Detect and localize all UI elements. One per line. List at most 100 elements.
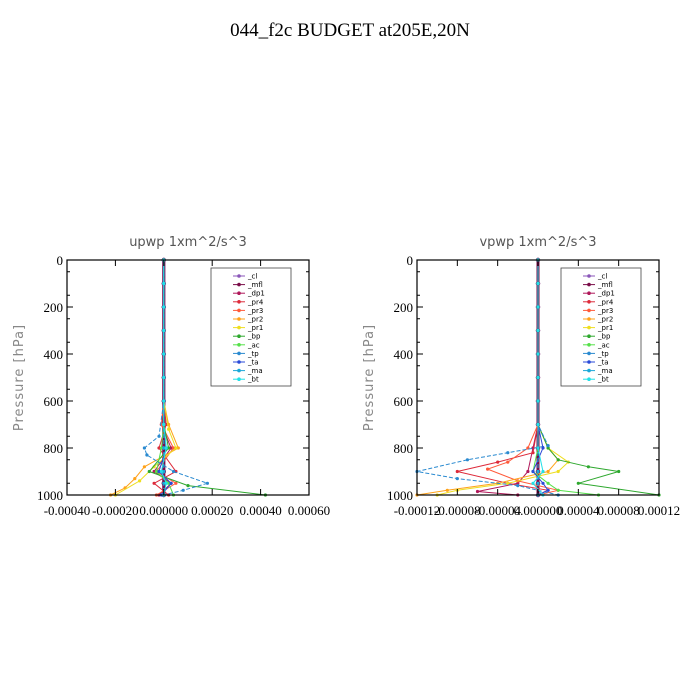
y-axis-label: Pressure [hPa]: [362, 324, 377, 431]
data-point-pr1: [174, 446, 178, 450]
data-point-pr1: [138, 479, 142, 483]
x-tick-label: 0.00060: [288, 503, 330, 518]
plot-frame: [66, 259, 310, 496]
legend-marker-pr1: [587, 325, 591, 330]
panel-title: upwp 1xm^2/s^3: [129, 235, 247, 250]
y-tick-label: 600: [394, 394, 414, 409]
data-point-tp: [506, 451, 510, 455]
data-point-pr3: [486, 467, 490, 471]
data-point-dp1: [526, 469, 530, 474]
data-point-bt: [541, 469, 545, 474]
series-line-bt: [160, 260, 167, 496]
legend-label-pr3: _pr3: [247, 307, 263, 315]
legend-marker-bp: [587, 334, 591, 339]
data-point-bt: [159, 469, 163, 474]
data-point-pr2: [133, 477, 137, 481]
legend-label-bt: _bt: [597, 376, 609, 384]
x-tick-label: -0.00040: [44, 503, 91, 518]
data-point-ac: [556, 488, 560, 492]
data-point-tp: [171, 469, 176, 474]
series-line-bt: [532, 260, 544, 496]
legend-marker-dp1: [237, 291, 241, 296]
legend-label-pr3: _pr3: [597, 307, 613, 315]
panel-upwp: upwp 1xm^2/s^3 Pressure [hPa] 0 200 400 600 80…: [12, 235, 330, 518]
data-point-ta: [169, 481, 173, 485]
y-tick-label: 1000: [37, 488, 63, 503]
data-point-pr4: [152, 481, 156, 485]
data-point-dp1: [516, 481, 520, 485]
legend-label-ta: _ta: [247, 359, 259, 367]
data-point-ac: [154, 469, 159, 474]
data-point-ma: [162, 446, 166, 450]
legend-label-pr4: _pr4: [247, 298, 264, 306]
series-line-pr1: [437, 260, 570, 496]
data-point-pr4: [455, 469, 459, 474]
panel-title: vpwp 1xm^2/s^3: [479, 235, 596, 250]
x-tick-label: 0.000000: [139, 503, 188, 518]
data-point-bp: [586, 465, 591, 469]
y-tick-label: 200: [394, 300, 414, 315]
legend-label-ac: _ac: [247, 341, 260, 349]
data-point-tp: [142, 446, 146, 450]
y-tick-label: 800: [394, 441, 414, 456]
data-point-pr3: [506, 460, 510, 464]
data-point-dp1: [152, 469, 156, 474]
data-point-bt: [536, 281, 540, 286]
legend-label-pr2: _pr2: [247, 316, 263, 324]
data-point-ac: [159, 446, 163, 450]
legend-label-pr1: _pr1: [597, 324, 613, 332]
data-point-bt: [536, 375, 540, 380]
legend-marker-ac: [587, 343, 591, 347]
legend-box: [210, 267, 292, 387]
legend-label-mfl: _mfl: [247, 281, 263, 289]
data-point-bp: [186, 484, 190, 488]
y-tick-label: 800: [44, 441, 64, 456]
data-point-bt: [531, 481, 535, 485]
series-line-pr4: [457, 260, 550, 496]
x-tick-label: -0.00020: [92, 503, 139, 518]
legend-marker-bt: [587, 377, 591, 382]
data-point-ta: [531, 469, 535, 474]
legend-label-dp1: _dp1: [597, 290, 615, 298]
data-point-bt: [536, 352, 540, 356]
data-point-bp: [147, 469, 151, 474]
data-point-pr4: [164, 422, 168, 427]
legend-label-ac: _ac: [597, 341, 610, 349]
x-tick-label: 0.00040: [239, 503, 281, 518]
data-point-bt: [162, 422, 166, 427]
legend-marker-cl: [237, 274, 241, 278]
legend: _cl_mfl_dp1_pr4_pr3_pr2_pr1_bp_ac_tp_ta_…: [210, 267, 292, 387]
legend-marker-pr1: [237, 325, 241, 330]
data-point-bt: [162, 281, 166, 286]
legend-marker-dp1: [587, 291, 591, 296]
legend-marker-ma: [587, 368, 591, 373]
y-tick-label: 0: [57, 253, 64, 268]
legend-marker-ta: [237, 360, 241, 364]
figure-title: 044_f2c BUDGET at205E,20N: [230, 20, 470, 41]
data-point-pr2: [445, 488, 449, 492]
y-tick-label: 200: [44, 300, 64, 315]
legend-label-pr2: _pr2: [597, 316, 613, 324]
data-point-bt: [162, 352, 166, 356]
data-point-ac: [546, 481, 550, 485]
legend-marker-mfl: [587, 282, 591, 287]
legend-label-bp: _bp: [247, 333, 261, 341]
legend-box: [560, 267, 642, 387]
data-point-ta: [546, 488, 550, 492]
data-point-tp: [455, 477, 459, 481]
data-point-ma: [162, 481, 166, 485]
data-point-bt: [162, 375, 166, 380]
legend-marker-mfl: [237, 282, 241, 287]
data-point-bp: [556, 458, 560, 462]
legend-label-cl: _cl: [247, 273, 257, 281]
data-point-pr1: [556, 469, 560, 474]
legend-marker-ta: [587, 360, 591, 364]
legend-marker-pr4: [237, 300, 241, 304]
legend-label-bt: _bt: [247, 376, 259, 384]
series-line-pr3: [486, 260, 559, 496]
legend-label-bp: _bp: [597, 333, 611, 341]
legend-marker-pr2: [587, 317, 591, 321]
data-point-bt: [162, 328, 166, 333]
data-point-dp1: [169, 446, 173, 450]
data-point-ac: [167, 481, 171, 485]
